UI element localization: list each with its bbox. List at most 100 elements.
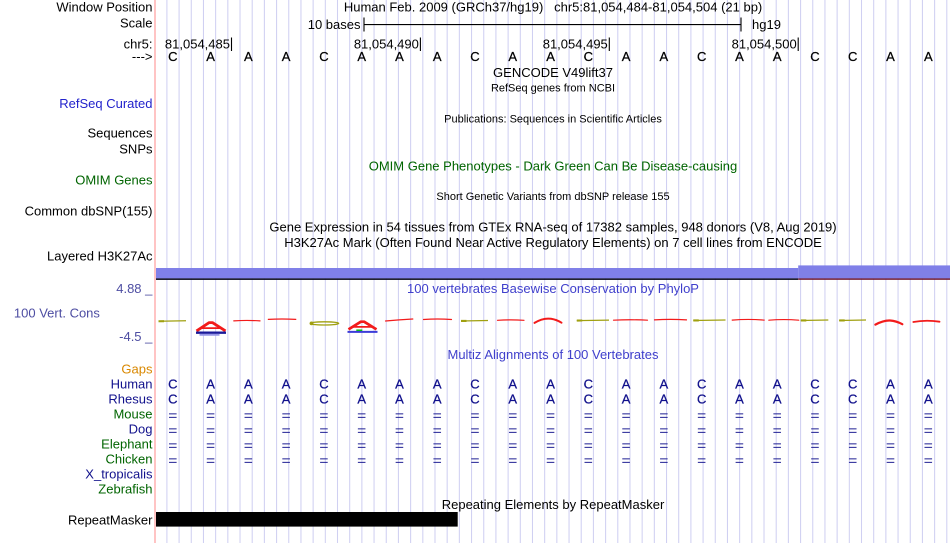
svg-text:C: C: [584, 377, 593, 392]
svg-text:A: A: [244, 49, 253, 64]
svg-text:A: A: [886, 392, 895, 407]
svg-text:Rhesus: Rhesus: [108, 392, 153, 407]
svg-text:A: A: [660, 49, 669, 64]
svg-text:--->: --->: [132, 49, 153, 64]
svg-text:C: C: [697, 392, 706, 407]
svg-text:A: A: [282, 377, 291, 392]
svg-text:GENCODE V49lift37: GENCODE V49lift37: [493, 65, 613, 80]
svg-text:Chicken: Chicken: [106, 452, 153, 467]
svg-text:A: A: [773, 377, 782, 392]
svg-text:RefSeq Curated: RefSeq Curated: [59, 96, 152, 111]
svg-text:A: A: [395, 392, 404, 407]
svg-text:A: A: [660, 377, 669, 392]
svg-text:A: A: [773, 49, 782, 64]
svg-text:RefSeq genes from NCBI: RefSeq genes from NCBI: [491, 82, 615, 94]
svg-text:81,054,495: 81,054,495: [543, 36, 608, 51]
svg-text:Human: Human: [111, 377, 153, 392]
svg-text:A: A: [735, 377, 744, 392]
svg-text:A: A: [206, 392, 215, 407]
svg-text:chr5:81,054,484-81,054,504 (21: chr5:81,054,484-81,054,504 (21 bp): [554, 0, 762, 14]
svg-text:A: A: [924, 392, 933, 407]
svg-text:100 vertebrates Basewise Conse: 100 vertebrates Basewise Conservation by…: [407, 281, 699, 296]
svg-text:A: A: [735, 49, 744, 64]
svg-text:C: C: [848, 377, 857, 392]
svg-text:A: A: [924, 377, 933, 392]
svg-text:A: A: [622, 49, 631, 64]
svg-text:A: A: [244, 392, 253, 407]
svg-text:C: C: [168, 392, 177, 407]
svg-text:A: A: [395, 49, 404, 64]
svg-text:10 bases: 10 bases: [308, 17, 361, 32]
svg-text:C: C: [319, 392, 328, 407]
svg-text:hg19: hg19: [752, 17, 781, 32]
svg-text:Publications: Sequences in Sci: Publications: Sequences in Scientific Ar…: [444, 114, 662, 126]
svg-text:A: A: [206, 49, 215, 64]
svg-text:A: A: [735, 392, 744, 407]
svg-text:Dog: Dog: [129, 422, 153, 437]
svg-text:A: A: [282, 392, 291, 407]
svg-text:OMIM Gene Phenotypes - Dark Gr: OMIM Gene Phenotypes - Dark Green Can Be…: [369, 159, 738, 174]
svg-text:Layered H3K27Ac: Layered H3K27Ac: [47, 248, 153, 263]
svg-text:OMIM Genes: OMIM Genes: [75, 173, 153, 188]
svg-text:-4.5 _: -4.5 _: [119, 329, 153, 344]
svg-text:A: A: [357, 49, 366, 64]
svg-text:A: A: [546, 49, 555, 64]
svg-text:A: A: [244, 377, 253, 392]
svg-text:4.88 _: 4.88 _: [116, 281, 153, 296]
svg-text:A: A: [546, 392, 555, 407]
svg-text:C: C: [810, 49, 819, 64]
svg-text:A: A: [508, 377, 517, 392]
svg-text:C: C: [697, 49, 706, 64]
svg-text:A: A: [433, 377, 442, 392]
svg-text:A: A: [622, 377, 631, 392]
svg-text:81,054,490: 81,054,490: [354, 36, 419, 51]
svg-text:Zebrafish: Zebrafish: [98, 482, 152, 497]
svg-text:SNPs: SNPs: [119, 141, 153, 156]
svg-text:A: A: [206, 377, 215, 392]
svg-text:chr5:: chr5:: [124, 36, 153, 51]
svg-text:C: C: [810, 377, 819, 392]
svg-text:C: C: [697, 377, 706, 392]
svg-text:A: A: [660, 392, 669, 407]
svg-text:81,054,485: 81,054,485: [165, 36, 230, 51]
svg-text:A: A: [508, 49, 517, 64]
svg-text:Repeating Elements by RepeatMa: Repeating Elements by RepeatMasker: [442, 497, 665, 512]
svg-text:A: A: [546, 377, 555, 392]
svg-text:A: A: [886, 377, 895, 392]
svg-text:A: A: [622, 392, 631, 407]
svg-text:C: C: [848, 392, 857, 407]
svg-text:Gene Expression in 54 tissues: Gene Expression in 54 tissues from GTEx …: [269, 220, 836, 235]
svg-text:A: A: [395, 377, 404, 392]
svg-text:C: C: [470, 392, 479, 407]
svg-text:C: C: [848, 49, 857, 64]
svg-text:C: C: [584, 49, 593, 64]
svg-text:C: C: [470, 49, 479, 64]
svg-text:C: C: [319, 377, 328, 392]
svg-text:A: A: [433, 392, 442, 407]
svg-text:Scale: Scale: [120, 16, 153, 31]
svg-text:H3K27Ac Mark (Often Found Near: H3K27Ac Mark (Often Found Near Active Re…: [284, 235, 822, 250]
svg-text:X_tropicalis: X_tropicalis: [85, 467, 153, 482]
svg-text:RepeatMasker: RepeatMasker: [68, 513, 153, 528]
svg-text:Mouse: Mouse: [113, 407, 152, 422]
svg-text:C: C: [470, 377, 479, 392]
svg-text:Sequences: Sequences: [87, 125, 153, 140]
svg-text:Window Position: Window Position: [56, 0, 152, 15]
svg-text:100 Vert. Cons: 100 Vert. Cons: [14, 305, 101, 320]
svg-text:81,054,500: 81,054,500: [732, 36, 797, 51]
svg-text:C: C: [584, 392, 593, 407]
svg-text:A: A: [282, 49, 291, 64]
svg-text:Human Feb. 2009 (GRCh37/hg19): Human Feb. 2009 (GRCh37/hg19): [344, 0, 543, 14]
svg-text:A: A: [886, 49, 895, 64]
svg-text:Short Genetic Variants from db: Short Genetic Variants from dbSNP releas…: [436, 191, 669, 203]
svg-text:Common dbSNP(155): Common dbSNP(155): [25, 204, 153, 219]
svg-text:Elephant: Elephant: [101, 437, 153, 452]
svg-text:C: C: [168, 377, 177, 392]
svg-text:A: A: [433, 49, 442, 64]
svg-text:C: C: [319, 49, 328, 64]
svg-text:A: A: [508, 392, 517, 407]
svg-text:A: A: [357, 377, 366, 392]
svg-text:C: C: [168, 49, 177, 64]
svg-text:A: A: [357, 392, 366, 407]
svg-text:A: A: [773, 392, 782, 407]
